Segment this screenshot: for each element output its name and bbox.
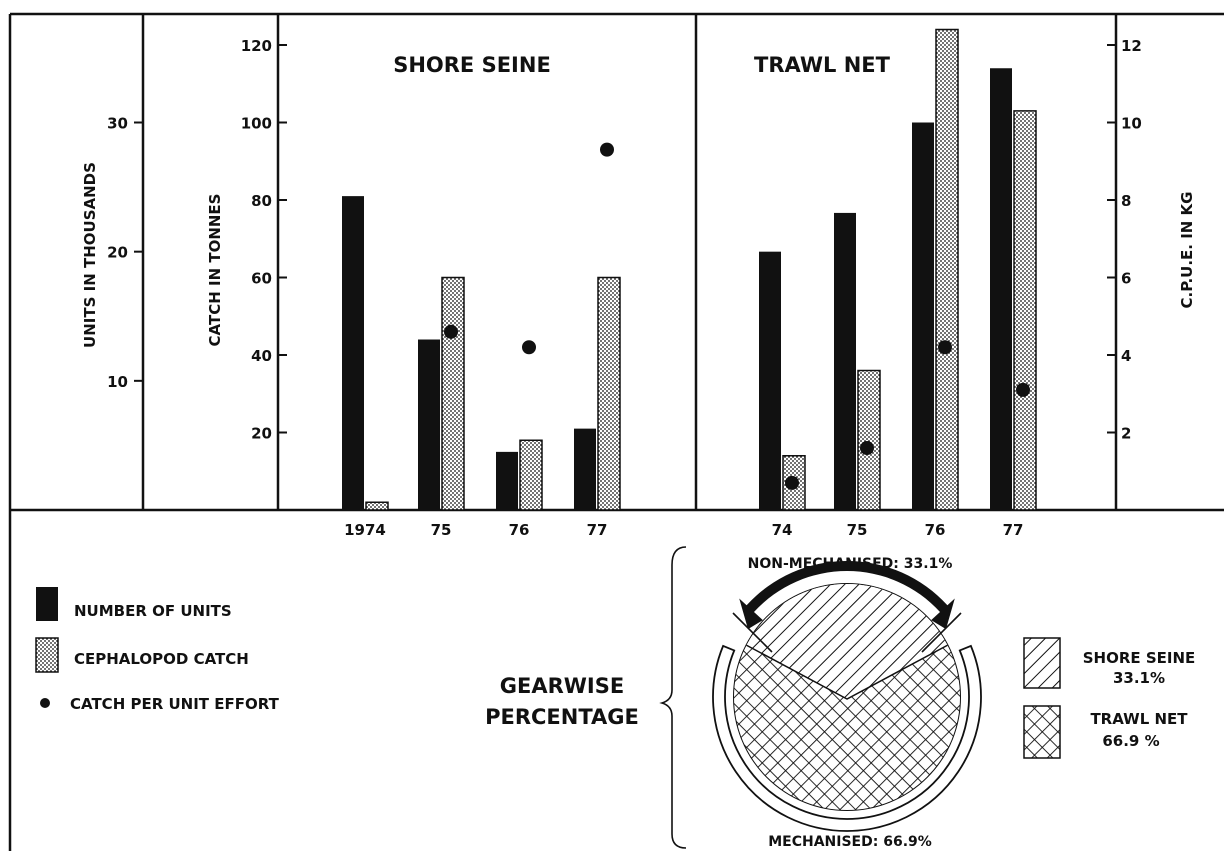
pie-title-line2: PERCENTAGE [485,705,639,729]
point-cpue [522,340,536,355]
non-mechanised-arc [739,561,955,630]
pie-title-line1: GEARWISE [500,674,624,698]
bar-number-of-units [418,339,440,510]
pie-chart: GEARWISE PERCENTAGE NON-MECHANISED: 33.1… [485,546,1196,850]
pie-slice-shore-seine [734,584,960,700]
bar-cephalopod-catch [935,28,959,511]
cpue-tick-label: 4 [1121,347,1131,365]
catch-tick-label: 100 [241,115,272,133]
bar-number-of-units [496,451,518,510]
category-label: 76 [925,521,946,539]
pie-legend-label-seine: SHORE SEINE [1083,649,1196,667]
legend-swatch-catch [35,637,59,673]
bar-number-of-units [759,251,781,510]
bar-number-of-units [912,122,934,510]
point-cpue [600,142,614,157]
units-tick-label: 10 [107,373,128,391]
pie-legend-swatch-trawl [1023,705,1061,759]
catch-tick-label: 40 [251,347,272,365]
pie-divider-tick-left [732,612,773,653]
pie-legend-label-trawl: TRAWL NET [1090,710,1188,728]
point-cpue [860,441,874,455]
panel-title-trawl-net: TRAWL NET [754,53,891,77]
bar-number-of-units [990,68,1012,510]
pie-legend-value-seine: 33.1% [1113,669,1165,687]
point-cpue [938,340,952,355]
pie-bottom-label: MECHANISED: 66.9% [768,834,932,850]
legend-label-units: NUMBER OF UNITS [74,602,232,620]
legend-swatch-cpue [40,698,50,708]
bar-number-of-units [834,212,856,510]
bar-cephalopod-catch [857,369,881,511]
bar-cephalopod-catch [441,276,465,511]
catch-tick-label: 60 [251,270,272,288]
pie-brace [659,546,687,849]
cpue-tick-label: 6 [1121,270,1131,288]
category-label: 74 [772,521,793,539]
cpue-tick-label: 10 [1121,115,1142,133]
bar-cephalopod-catch [365,501,389,511]
pie-legend-swatch-seine [1023,637,1061,689]
catch-tick-label: 120 [241,37,272,55]
panel-title-shore-seine: SHORE SEINE [393,53,551,77]
category-labels: 1974 75 76 77 74 75 76 77 [344,521,1023,539]
category-label: 77 [1003,521,1024,539]
pie-legend-value-trawl: 66.9 % [1102,732,1159,750]
category-label: 75 [431,521,452,539]
category-label: 1974 [344,521,386,539]
bar-number-of-units [342,196,364,510]
legend-label-catch: CEPHALOPOD CATCH [74,650,249,668]
units-axis-title: UNITS IN THOUSANDS [81,162,99,348]
bar-cephalopod-catch [1013,110,1037,511]
category-label: 76 [509,521,530,539]
mechanised-arc [712,644,982,832]
point-cpue [1016,382,1030,397]
bars [342,28,1037,511]
legend-swatch-units [36,587,58,621]
bar-cephalopod-catch [597,276,621,511]
cpue-points [444,142,1030,490]
legend: NUMBER OF UNITS CEPHALOPOD CATCH CATCH P… [35,587,280,713]
legend-label-cpue: CATCH PER UNIT EFFORT [70,695,280,713]
bar-number-of-units [574,428,596,510]
category-label: 77 [587,521,608,539]
category-label: 75 [847,521,868,539]
units-tick-label: 30 [107,115,128,133]
catch-tick-label: 20 [251,425,272,443]
axis-ticks: 10 20 30 20 40 60 80 100 120 2 4 6 8 10 12 [107,37,1142,443]
cpue-tick-label: 2 [1121,425,1131,443]
cpue-tick-label: 12 [1121,37,1142,55]
cpue-axis-title: C.P.U.E. IN KG [1178,192,1196,309]
pie-divider-tick-right [921,612,962,653]
bar-cephalopod-catch [519,439,543,511]
cpue-tick-label: 8 [1121,192,1131,210]
units-tick-label: 20 [107,244,128,262]
catch-tick-label: 80 [251,192,272,210]
point-cpue [444,324,458,339]
point-cpue [785,475,799,490]
catch-axis-title: CATCH IN TONNES [206,194,224,347]
